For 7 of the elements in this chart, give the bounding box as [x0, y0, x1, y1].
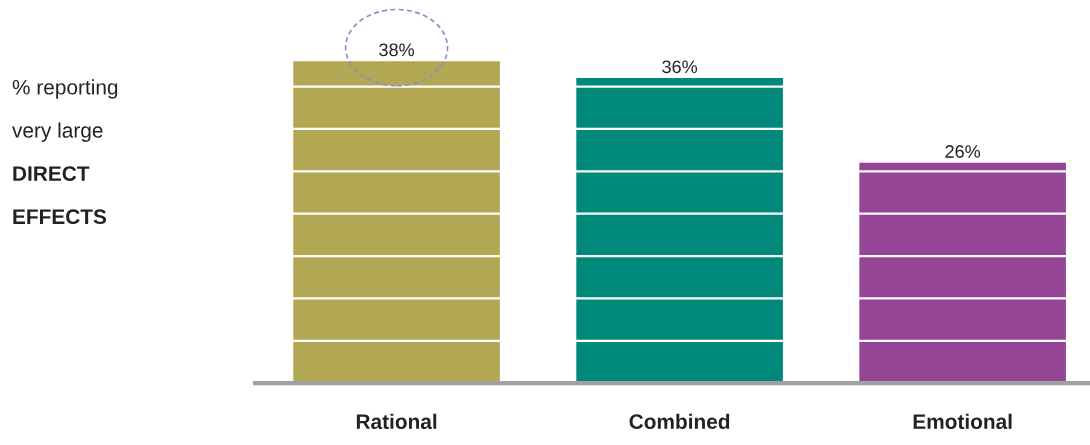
- data-label: 38%: [379, 43, 414, 57]
- data-label: 36%: [662, 60, 698, 74]
- data-label: 26%: [945, 145, 981, 158]
- text: % reporting very large DIRECT EFFECTS: [12, 79, 118, 225]
- x-tick-label: Combined: [629, 413, 730, 429]
- x-tick-label: Emotional: [913, 413, 1012, 429]
- x-tick-label: Rational: [356, 413, 437, 429]
